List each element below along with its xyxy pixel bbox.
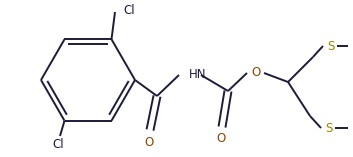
Text: Cl: Cl <box>52 138 64 152</box>
Text: O: O <box>144 135 154 149</box>
Text: Cl: Cl <box>123 3 134 16</box>
Text: O: O <box>251 67 261 79</box>
Text: S: S <box>327 40 335 52</box>
Text: HN: HN <box>189 68 207 81</box>
Text: S: S <box>325 122 333 135</box>
Text: O: O <box>216 133 226 146</box>
